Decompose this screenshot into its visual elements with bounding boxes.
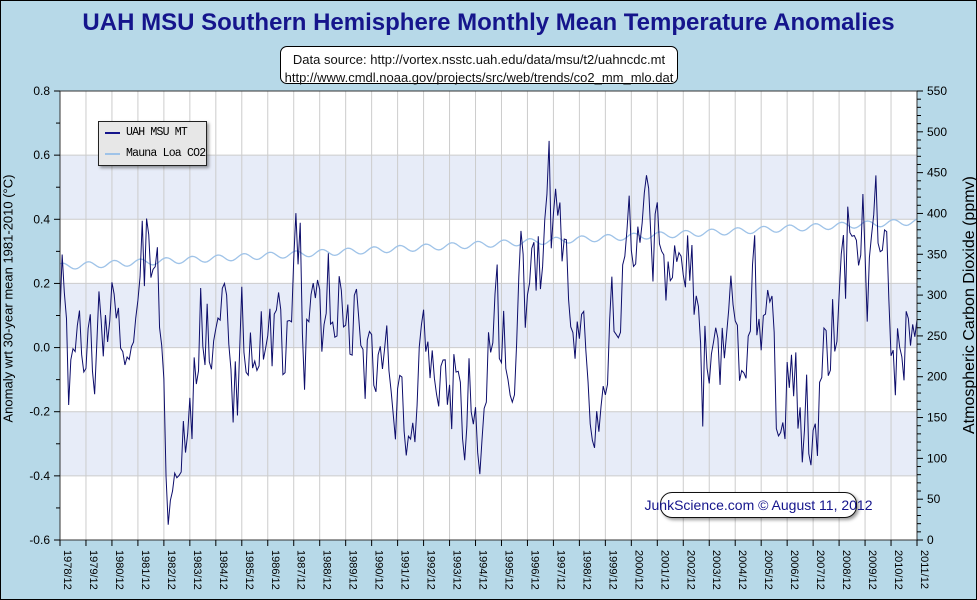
svg-text:1991/12: 1991/12	[399, 550, 411, 590]
svg-text:200: 200	[927, 370, 947, 384]
svg-text:250: 250	[927, 329, 947, 343]
svg-text:350: 350	[927, 247, 947, 261]
svg-text:1989/12: 1989/12	[347, 550, 359, 590]
svg-text:150: 150	[927, 411, 947, 425]
svg-text:2010/12: 2010/12	[892, 550, 904, 590]
svg-text:0.4: 0.4	[33, 212, 50, 226]
svg-text:1979/12: 1979/12	[87, 550, 99, 590]
svg-text:0: 0	[927, 533, 934, 547]
svg-text:2003/12: 2003/12	[710, 550, 722, 590]
svg-text:2008/12: 2008/12	[840, 550, 852, 590]
svg-text:500: 500	[927, 125, 947, 139]
svg-text:1984/12: 1984/12	[217, 550, 229, 590]
svg-text:450: 450	[927, 166, 947, 180]
svg-text:1993/12: 1993/12	[451, 550, 463, 590]
svg-text:100: 100	[927, 451, 947, 465]
svg-text:1998/12: 1998/12	[580, 550, 592, 590]
svg-text:550: 550	[927, 84, 947, 98]
svg-text:1999/12: 1999/12	[606, 550, 618, 590]
svg-text:1983/12: 1983/12	[191, 550, 203, 590]
svg-text:0.0: 0.0	[33, 341, 50, 355]
svg-text:2000/12: 2000/12	[632, 550, 644, 590]
svg-text:50: 50	[927, 492, 941, 506]
svg-text:300: 300	[927, 288, 947, 302]
svg-text:0.6: 0.6	[33, 148, 50, 162]
svg-text:2002/12: 2002/12	[684, 550, 696, 590]
svg-text:1988/12: 1988/12	[321, 550, 333, 590]
svg-text:1981/12: 1981/12	[139, 550, 151, 590]
svg-text:1986/12: 1986/12	[269, 550, 281, 590]
svg-text:1987/12: 1987/12	[295, 550, 307, 590]
svg-text:2007/12: 2007/12	[814, 550, 826, 590]
svg-text:1996/12: 1996/12	[528, 550, 540, 590]
svg-text:-0.6: -0.6	[29, 533, 50, 547]
svg-text:-0.2: -0.2	[29, 405, 50, 419]
svg-text:2005/12: 2005/12	[762, 550, 774, 590]
svg-text:1995/12: 1995/12	[502, 550, 514, 590]
svg-text:1990/12: 1990/12	[373, 550, 385, 590]
svg-text:1985/12: 1985/12	[243, 550, 255, 590]
svg-text:1982/12: 1982/12	[165, 550, 177, 590]
svg-text:1980/12: 1980/12	[113, 550, 125, 590]
svg-text:400: 400	[927, 206, 947, 220]
svg-text:2001/12: 2001/12	[658, 550, 670, 590]
svg-text:2011/12: 2011/12	[918, 550, 930, 589]
svg-text:2004/12: 2004/12	[736, 550, 748, 590]
svg-text:0.2: 0.2	[33, 276, 50, 290]
svg-text:2006/12: 2006/12	[788, 550, 800, 590]
svg-text:1994/12: 1994/12	[477, 550, 489, 590]
svg-text:1978/12: 1978/12	[61, 550, 73, 590]
svg-text:0.8: 0.8	[33, 84, 50, 98]
svg-text:1992/12: 1992/12	[425, 550, 437, 590]
svg-text:-0.4: -0.4	[29, 469, 50, 483]
svg-text:1997/12: 1997/12	[554, 550, 566, 590]
svg-text:2009/12: 2009/12	[866, 550, 878, 590]
